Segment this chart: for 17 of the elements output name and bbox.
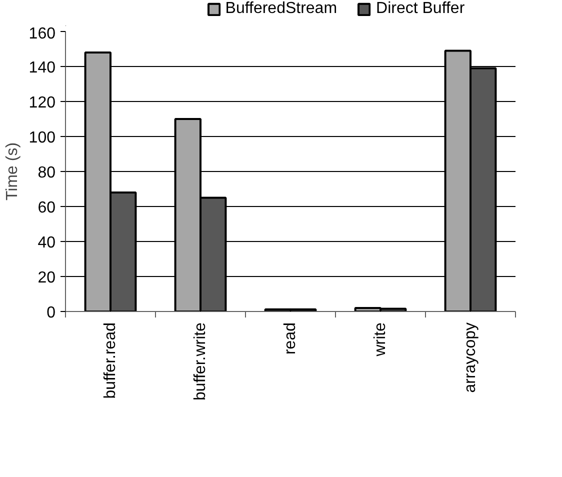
x-tick-label: buffer.write <box>192 322 209 400</box>
y-tick-label: 0 <box>46 304 56 322</box>
y-tick-label: 120 <box>28 94 56 112</box>
y-tick-label: 20 <box>38 270 56 286</box>
legend-label: Direct Buffer <box>376 0 465 18</box>
x-tick-label: buffer.read <box>102 322 119 399</box>
y-tick-label: 100 <box>28 130 56 146</box>
x-tick-label: arraycopy <box>462 322 479 393</box>
y-tick-label: 80 <box>38 164 56 182</box>
y-tick-label: 60 <box>38 200 56 216</box>
y-axis-title: Time (s) <box>4 142 21 201</box>
y-tick-label: 140 <box>28 60 56 76</box>
y-tick-label: 160 <box>28 26 56 42</box>
x-tick-label: write <box>372 322 389 358</box>
x-tick-label: read <box>282 322 299 355</box>
legend-label: BufferedStream <box>225 0 338 18</box>
y-tick-label: 40 <box>38 234 56 252</box>
